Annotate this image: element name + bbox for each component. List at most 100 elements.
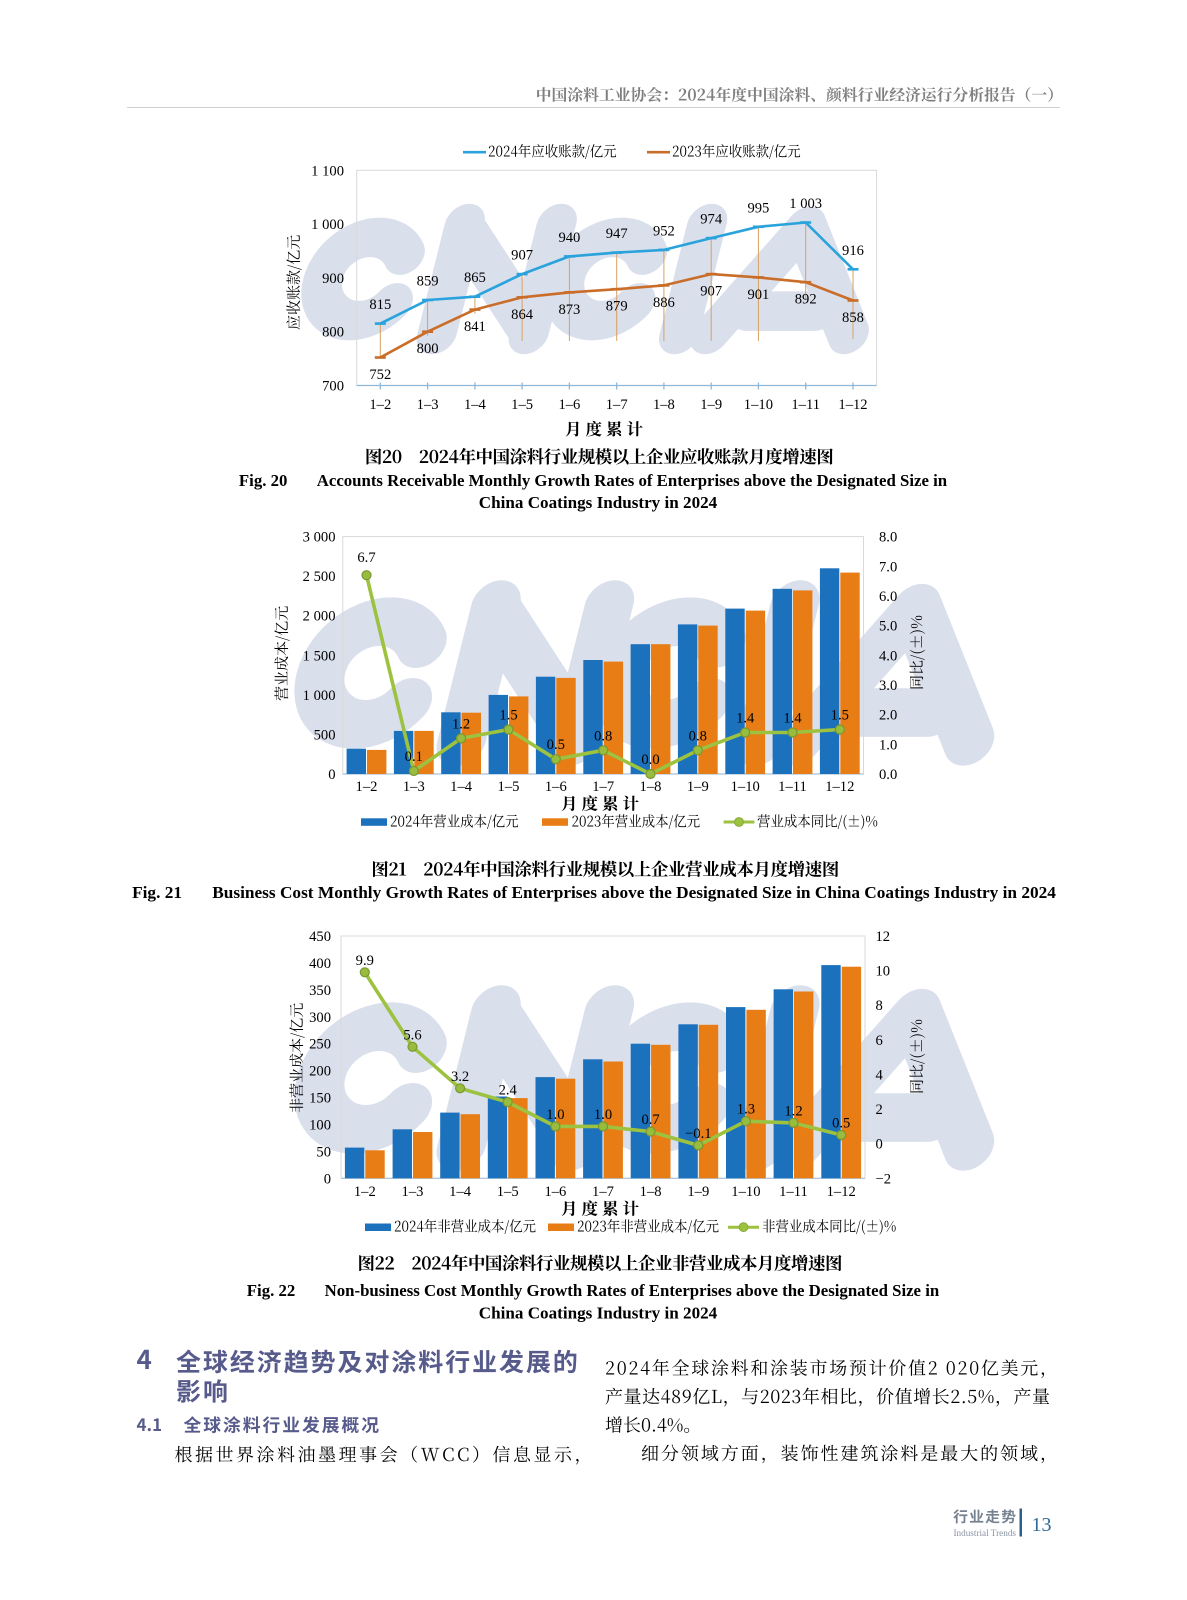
svg-text:1.4: 1.4 bbox=[783, 711, 802, 727]
svg-text:450: 450 bbox=[309, 929, 331, 945]
svg-text:200: 200 bbox=[309, 1064, 331, 1080]
svg-text:1–6: 1–6 bbox=[545, 779, 567, 795]
svg-text:13: 13 bbox=[1032, 1514, 1052, 1536]
svg-text:1–5: 1–5 bbox=[511, 397, 533, 413]
svg-text:1.4: 1.4 bbox=[736, 711, 755, 727]
svg-text:1–7: 1–7 bbox=[592, 1184, 614, 1200]
svg-text:1–9: 1–9 bbox=[687, 779, 709, 795]
svg-text:1–11: 1–11 bbox=[778, 779, 807, 795]
svg-text:1–6: 1–6 bbox=[558, 397, 580, 413]
svg-text:6.0: 6.0 bbox=[879, 589, 897, 605]
svg-text:12: 12 bbox=[876, 929, 891, 945]
svg-text:1–4: 1–4 bbox=[464, 397, 487, 413]
svg-text:859: 859 bbox=[417, 274, 439, 290]
svg-text:8.0: 8.0 bbox=[879, 530, 897, 546]
svg-text:1–4: 1–4 bbox=[450, 779, 473, 795]
svg-text:0: 0 bbox=[876, 1137, 883, 1153]
svg-text:2.4: 2.4 bbox=[499, 1083, 518, 1099]
svg-text:865: 865 bbox=[464, 270, 486, 286]
svg-text:0.5: 0.5 bbox=[547, 737, 565, 753]
svg-text:1–7: 1–7 bbox=[592, 779, 614, 795]
svg-text:0.0: 0.0 bbox=[641, 752, 659, 768]
svg-text:3.2: 3.2 bbox=[451, 1069, 469, 1085]
svg-text:1–6: 1–6 bbox=[544, 1184, 566, 1200]
svg-text:1–4: 1–4 bbox=[449, 1184, 472, 1200]
svg-text:2 500: 2 500 bbox=[303, 569, 336, 585]
svg-text:Fig. 20 Accounts Receiva: Fig. 20 Accounts Receivable Monthly Grow… bbox=[239, 471, 948, 490]
svg-text:2: 2 bbox=[876, 1102, 883, 1118]
svg-text:1–5: 1–5 bbox=[497, 1184, 519, 1200]
svg-text:700: 700 bbox=[322, 379, 344, 395]
svg-text:5.0: 5.0 bbox=[879, 619, 897, 635]
svg-text:752: 752 bbox=[369, 367, 391, 383]
svg-text:350: 350 bbox=[309, 983, 331, 999]
svg-text:1.0: 1.0 bbox=[879, 737, 897, 753]
svg-text:5.6: 5.6 bbox=[403, 1027, 421, 1043]
svg-text:1–7: 1–7 bbox=[606, 397, 628, 413]
svg-text:940: 940 bbox=[558, 230, 580, 246]
svg-text:815: 815 bbox=[369, 297, 391, 313]
svg-text:100: 100 bbox=[309, 1118, 331, 1134]
svg-text:995: 995 bbox=[747, 200, 769, 216]
svg-text:1–2: 1–2 bbox=[354, 1184, 376, 1200]
svg-text:China Coatings Industry in 202: China Coatings Industry in 2024 bbox=[479, 1304, 718, 1323]
svg-text:1–2: 1–2 bbox=[369, 397, 391, 413]
svg-text:1–12: 1–12 bbox=[827, 1184, 856, 1200]
svg-text:0.1: 0.1 bbox=[405, 749, 423, 765]
svg-text:907: 907 bbox=[700, 284, 722, 300]
svg-text:873: 873 bbox=[558, 302, 580, 318]
svg-text:1–3: 1–3 bbox=[403, 779, 425, 795]
svg-text:1–5: 1–5 bbox=[498, 779, 520, 795]
svg-text:907: 907 bbox=[511, 248, 533, 264]
svg-text:864: 864 bbox=[511, 307, 534, 323]
svg-text:0.8: 0.8 bbox=[594, 728, 612, 744]
svg-text:0: 0 bbox=[324, 1171, 331, 1187]
svg-text:841: 841 bbox=[464, 319, 486, 335]
svg-text:1–11: 1–11 bbox=[779, 1184, 808, 1200]
svg-text:150: 150 bbox=[309, 1091, 331, 1107]
svg-text:9.9: 9.9 bbox=[356, 953, 374, 969]
svg-text:0.0: 0.0 bbox=[879, 767, 897, 783]
svg-text:1 000: 1 000 bbox=[311, 217, 344, 233]
svg-text:400: 400 bbox=[309, 956, 331, 972]
svg-text:1–12: 1–12 bbox=[825, 779, 854, 795]
svg-text:2.0: 2.0 bbox=[879, 708, 897, 724]
svg-text:0.5: 0.5 bbox=[832, 1116, 850, 1132]
svg-text:6.7: 6.7 bbox=[357, 550, 375, 566]
svg-text:10: 10 bbox=[876, 964, 891, 980]
svg-text:300: 300 bbox=[309, 1010, 331, 1026]
svg-text:1 003: 1 003 bbox=[789, 196, 822, 212]
svg-text:1.2: 1.2 bbox=[784, 1103, 802, 1119]
svg-text:1–2: 1–2 bbox=[356, 779, 378, 795]
svg-text:1–9: 1–9 bbox=[687, 1184, 709, 1200]
svg-text:0.8: 0.8 bbox=[689, 728, 707, 744]
svg-text:974: 974 bbox=[700, 212, 723, 228]
svg-text:−0.1: −0.1 bbox=[685, 1126, 711, 1142]
svg-text:900: 900 bbox=[322, 271, 344, 287]
svg-text:8: 8 bbox=[876, 998, 883, 1014]
svg-text:1–8: 1–8 bbox=[640, 1184, 662, 1200]
svg-text:892: 892 bbox=[795, 292, 817, 308]
svg-text:3.0: 3.0 bbox=[879, 678, 897, 694]
svg-text:901: 901 bbox=[747, 287, 769, 303]
svg-text:1.3: 1.3 bbox=[737, 1102, 755, 1118]
svg-text:0.7: 0.7 bbox=[641, 1112, 659, 1128]
svg-text:1–3: 1–3 bbox=[417, 397, 439, 413]
svg-text:1–11: 1–11 bbox=[791, 397, 820, 413]
svg-text:1.5: 1.5 bbox=[499, 708, 517, 724]
svg-text:1–12: 1–12 bbox=[838, 397, 867, 413]
svg-text:4: 4 bbox=[876, 1068, 884, 1084]
svg-text:800: 800 bbox=[322, 325, 344, 341]
svg-text:7.0: 7.0 bbox=[879, 559, 897, 575]
svg-text:1.5: 1.5 bbox=[831, 708, 849, 724]
svg-text:4.0: 4.0 bbox=[879, 648, 897, 664]
svg-text:886: 886 bbox=[653, 295, 675, 311]
svg-text:Fig. 21 Business Cost Mo: Fig. 21 Business Cost Monthly Growth Rat… bbox=[132, 883, 1056, 902]
svg-text:858: 858 bbox=[842, 310, 864, 326]
svg-text:250: 250 bbox=[309, 1037, 331, 1053]
svg-text:50: 50 bbox=[316, 1144, 331, 1160]
svg-text:Fig. 22 Non-business Cos: Fig. 22 Non-business Cost Monthly Growth… bbox=[247, 1281, 940, 1300]
svg-text:−2: −2 bbox=[876, 1171, 892, 1187]
svg-text:1–9: 1–9 bbox=[700, 397, 722, 413]
svg-text:1.0: 1.0 bbox=[546, 1107, 564, 1123]
